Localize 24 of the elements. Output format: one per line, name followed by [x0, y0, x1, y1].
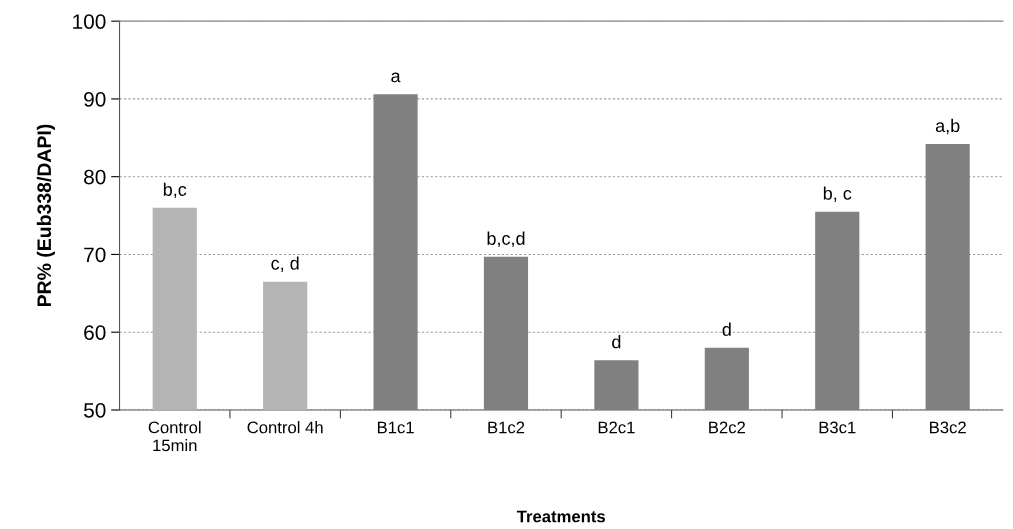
annotation: b, c [823, 186, 852, 202]
annotation: a,b [935, 118, 960, 135]
y-tick-label: 70 [84, 247, 106, 263]
y-tick-label: 100 [73, 14, 106, 29]
annotation: d [612, 335, 621, 349]
x-tick-label: B3c1 [819, 421, 856, 434]
y-tick-label: 80 [84, 169, 106, 185]
annotation: b,c,d [487, 231, 525, 248]
x-tick-label: B1c2 [488, 421, 525, 434]
annotation: c, d [271, 256, 299, 272]
x-axis-title: Treatments [516, 510, 605, 523]
x-tick-label: Control 15min [148, 421, 201, 452]
x-tick-label: B2c1 [598, 421, 635, 434]
y-tick-label: 50 [84, 402, 106, 418]
annotation: b,c [163, 182, 187, 199]
x-tick-label: B1c1 [377, 421, 414, 434]
y-tick-label: 60 [84, 325, 106, 340]
annotation: a [391, 72, 401, 83]
annotation: d [722, 322, 731, 336]
y-tick-label: 90 [84, 91, 106, 107]
y-axis-title: PR% (Eub338/DAPI) [36, 124, 55, 307]
x-tick-label: B2c2 [709, 421, 745, 434]
x-tick-label: Control 4h [247, 421, 323, 434]
x-tick-label: B3c2 [930, 421, 966, 434]
